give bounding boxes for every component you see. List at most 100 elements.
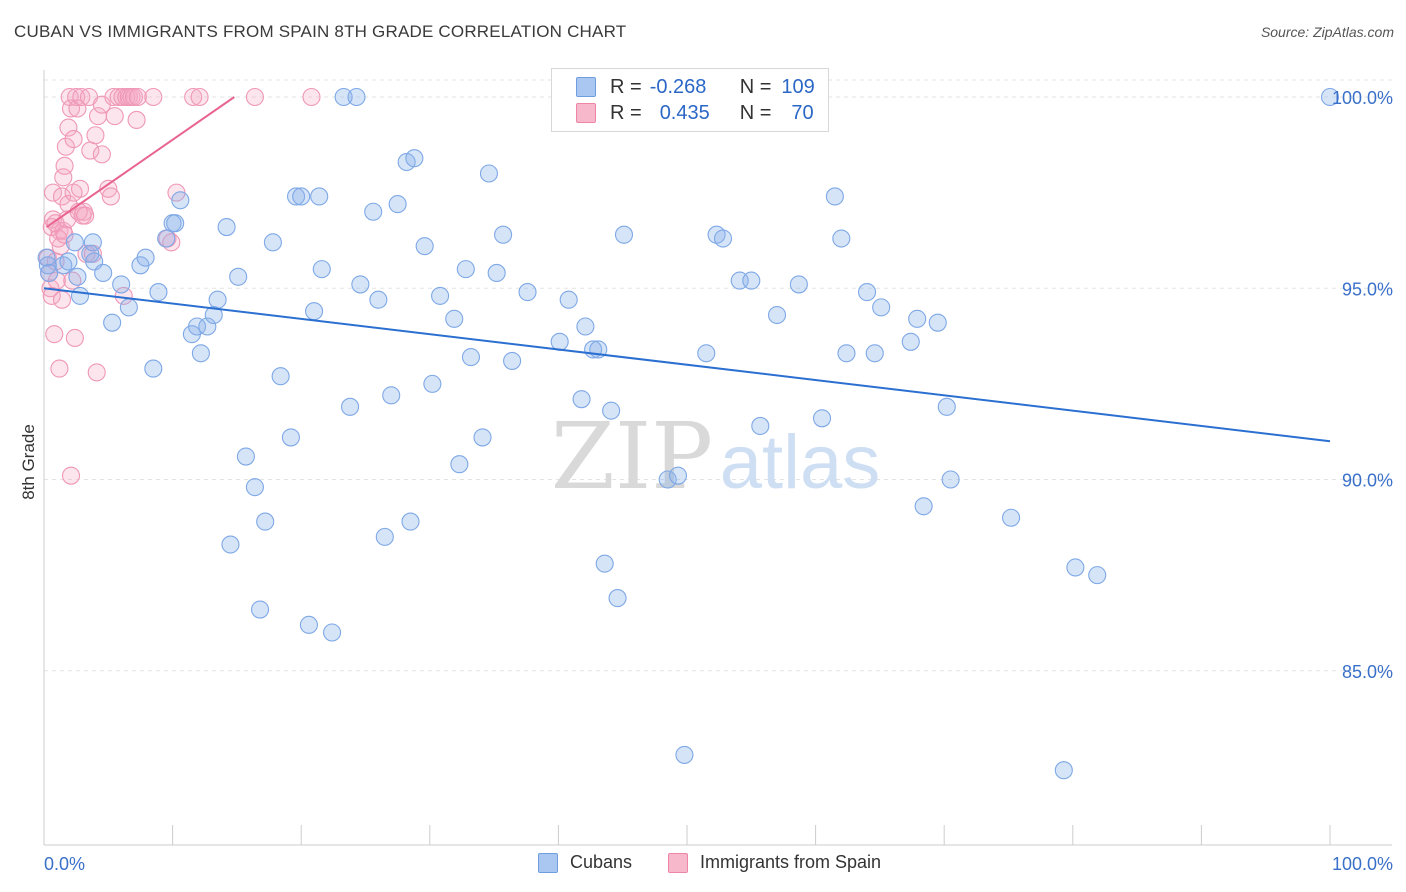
y-tick-label: 85.0%: [1342, 662, 1393, 682]
data-point-spain: [43, 183, 63, 202]
data-point-cubans: [1066, 558, 1085, 577]
trend-lines: [43, 96, 1331, 443]
legend-item-spain[interactable]: Immigrants from Spain: [668, 852, 881, 873]
data-point-cubans: [595, 554, 614, 573]
data-point-spain: [67, 87, 86, 107]
data-point-cubans: [1320, 87, 1340, 107]
data-point-cubans: [914, 497, 933, 516]
stats-legend: R = -0.268 N = 109 R = 0.435 N = 70: [551, 68, 829, 132]
data-point-cubans: [136, 248, 155, 267]
tick-labels: 85.0% 90.0% 95.0% 100.0% 0.0% 100.0%: [44, 88, 1393, 874]
data-point-cubans: [347, 87, 366, 107]
data-point-cubans: [312, 260, 331, 279]
data-point-cubans: [187, 317, 207, 336]
legend-r-value: 0.435: [659, 101, 710, 124]
data-point-cubans: [431, 286, 450, 305]
data-point-spain: [72, 87, 91, 107]
y-tick-label: 95.0%: [1342, 279, 1393, 299]
data-point-cubans: [364, 202, 383, 221]
x-tick-label: 0.0%: [44, 854, 85, 874]
data-point-cubans: [375, 527, 394, 546]
legend-label-spain: Immigrants from Spain: [700, 852, 882, 872]
data-point-spain: [127, 110, 146, 129]
data-point-cubans: [171, 191, 190, 210]
data-point-cubans: [166, 214, 185, 233]
data-point-cubans: [204, 305, 223, 325]
data-point-cubans: [479, 164, 499, 183]
data-point-cubans: [494, 225, 513, 244]
data-point-cubans: [405, 149, 424, 168]
data-point-spain: [302, 87, 321, 107]
y-tick-label: 90.0%: [1342, 471, 1393, 491]
data-point-cubans: [68, 267, 87, 286]
data-point-cubans: [751, 416, 770, 436]
legend-swatch-cubans: [538, 852, 558, 873]
data-point-cubans: [928, 313, 947, 332]
data-point-cubans: [675, 745, 694, 764]
data-point-cubans: [908, 309, 927, 328]
legend-swatch-spain: [668, 852, 688, 873]
data-point-cubans: [292, 187, 311, 206]
source-credit: Source: ZipAtlas.com: [1260, 24, 1394, 40]
legend-r-label: R =: [610, 75, 642, 98]
legend-n-label: N =: [739, 75, 772, 98]
data-point-cubans: [305, 302, 324, 321]
data-point-cubans: [487, 263, 506, 283]
data-point-cubans: [1002, 508, 1021, 527]
watermark-atlas: atlas: [720, 420, 881, 505]
legend-swatch-spain: [576, 103, 596, 123]
data-point-spain: [61, 99, 81, 118]
data-point-cubans: [550, 332, 569, 351]
data-point-cubans: [221, 535, 240, 554]
data-point-cubans: [37, 248, 56, 267]
legend-row-cubans: R = -0.268 N = 109: [576, 74, 815, 100]
data-point-cubans: [256, 512, 275, 531]
data-point-cubans: [299, 615, 318, 634]
data-point-spain: [54, 168, 73, 187]
data-point-cubans: [38, 256, 57, 275]
data-point-cubans: [837, 344, 856, 363]
data-point-spain: [55, 225, 74, 244]
data-point-spain: [128, 87, 147, 107]
data-point-cubans: [503, 351, 522, 370]
chart-title: CUBAN VS IMMIGRANTS FROM SPAIN 8TH GRADE…: [14, 22, 627, 41]
data-point-cubans: [872, 298, 891, 317]
data-point-cubans: [310, 187, 329, 206]
data-point-cubans: [191, 344, 210, 363]
data-point-cubans: [473, 428, 492, 447]
data-point-cubans: [1054, 761, 1073, 780]
data-point-cubans: [713, 229, 733, 248]
data-point-cubans: [832, 229, 851, 248]
data-point-cubans: [658, 470, 677, 489]
legend-swatch-cubans: [576, 77, 596, 97]
data-point-spain: [64, 130, 83, 149]
y-axis-title: 8th Grade: [19, 424, 38, 500]
data-point-cubans: [697, 344, 716, 363]
data-point-spain: [45, 325, 64, 344]
data-point-cubans: [103, 313, 122, 332]
data-point-cubans: [937, 397, 956, 416]
data-point-cubans: [112, 275, 131, 294]
data-point-cubans: [668, 466, 688, 485]
data-point-cubans: [236, 447, 255, 466]
trend-line-spain: [46, 96, 235, 228]
legend-row-spain: R = 0.435 N = 70: [576, 100, 814, 126]
data-point-spain: [55, 156, 74, 175]
legend-n-value: 109: [781, 75, 815, 98]
data-point-cubans: [450, 455, 469, 474]
data-point-cubans: [245, 478, 264, 497]
data-point-cubans: [144, 359, 163, 378]
data-point-cubans: [208, 290, 227, 309]
data-point-spain: [77, 244, 96, 263]
data-point-cubans: [812, 409, 832, 428]
data-point-spain: [68, 99, 87, 118]
trend-line-cubans: [43, 287, 1331, 443]
data-point-spain: [50, 359, 69, 378]
data-point-cubans: [423, 374, 442, 393]
data-point-spain: [52, 290, 72, 309]
legend-n-label: N =: [739, 101, 772, 124]
data-point-spain: [184, 87, 203, 107]
data-point-cubans: [518, 283, 537, 302]
legend-item-cubans[interactable]: Cubans: [538, 852, 632, 873]
data-point-cubans: [415, 237, 434, 256]
